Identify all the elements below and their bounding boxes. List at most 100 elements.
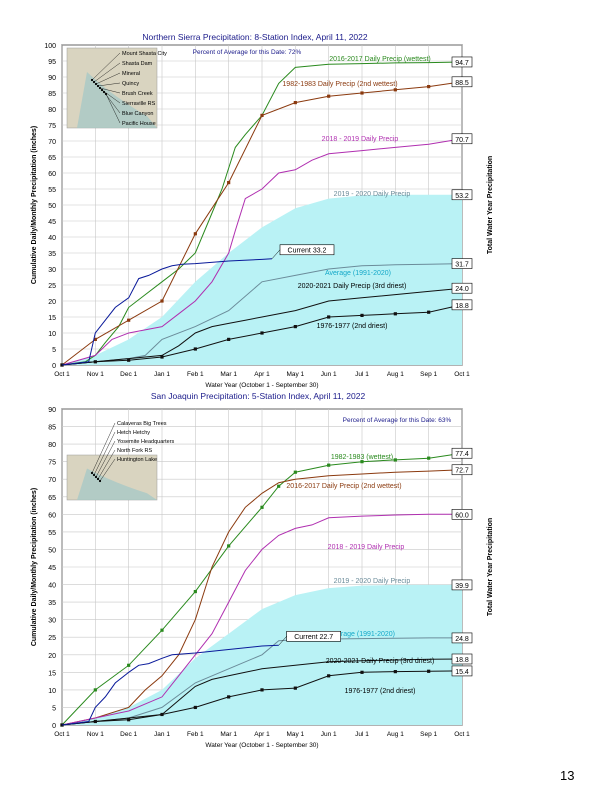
series-line bbox=[61, 658, 463, 726]
total-box bbox=[451, 299, 473, 311]
total-value: 18.8 bbox=[455, 303, 469, 310]
series-point bbox=[227, 695, 231, 699]
y-tick-label: 10 bbox=[48, 688, 56, 695]
station-marker bbox=[94, 82, 98, 86]
x-tick-label: Mar 1 bbox=[220, 731, 237, 738]
station-pointer bbox=[93, 62, 121, 83]
y-tick-label: 5 bbox=[52, 705, 56, 712]
series-point bbox=[127, 358, 131, 362]
station-label: North Fork RS bbox=[117, 448, 152, 454]
current-label: Current 33.2 bbox=[288, 247, 327, 254]
x-tick-label: Feb 1 bbox=[187, 731, 204, 738]
series-point bbox=[193, 705, 197, 710]
y-tick-label: 5 bbox=[52, 347, 56, 354]
series-label: 2020-2021 Daily Precip (3rd driest) bbox=[326, 658, 435, 665]
station-marker bbox=[92, 473, 96, 477]
x-tick-label: Jun 1 bbox=[321, 731, 337, 738]
y-tick-label: 65 bbox=[48, 495, 56, 502]
x-tick-label: Oct 1 bbox=[54, 731, 70, 738]
x-tick-label: Oct 1 bbox=[54, 371, 70, 378]
series-point bbox=[160, 355, 164, 359]
total-box bbox=[451, 133, 473, 145]
series-point bbox=[427, 669, 431, 673]
y-tick-label: 25 bbox=[48, 283, 56, 290]
series-point bbox=[260, 331, 264, 335]
y-tick-label: 85 bbox=[48, 425, 56, 432]
total-box bbox=[451, 665, 473, 677]
x-tick-label: Aug 1 bbox=[387, 371, 404, 378]
san-joaquin-chart: 0 5 10 15 20 25 30 35 40 45 50 55 60 65 70 75 80 85 90 Oct … bbox=[31, 391, 494, 749]
station-marker bbox=[96, 477, 100, 481]
x-tick-label: Aug 1 bbox=[387, 731, 404, 738]
station-label: Brush Creek bbox=[122, 91, 153, 97]
y-tick-label: 45 bbox=[48, 219, 56, 226]
y-tick-label: 40 bbox=[48, 235, 56, 242]
series-point bbox=[93, 360, 97, 364]
station-label: Shasta Dam bbox=[122, 61, 153, 67]
x-tick-label: Dec 1 bbox=[120, 731, 137, 738]
y-tick-label: 75 bbox=[48, 460, 56, 467]
chart-title: Northern Sierra Precipitation: 8-Station… bbox=[142, 32, 367, 42]
y-tick-label: 20 bbox=[48, 299, 56, 306]
station-pointer bbox=[97, 82, 121, 87]
series-point bbox=[93, 719, 97, 724]
y-axis-label: Cumulative Daily/Monthly Precipitation (… bbox=[31, 488, 38, 646]
total-box bbox=[451, 509, 473, 520]
series-point bbox=[427, 456, 431, 460]
current-pointer bbox=[271, 249, 281, 259]
y-tick-label: 60 bbox=[48, 171, 56, 178]
series-point bbox=[93, 688, 97, 692]
series-line bbox=[61, 258, 273, 366]
x-tick-label: May 1 bbox=[286, 731, 304, 738]
y-tick-label: 75 bbox=[48, 123, 56, 130]
series-label: 1976-1977 (2nd driest) bbox=[345, 688, 416, 695]
y-tick-label: 70 bbox=[48, 477, 56, 484]
series-point bbox=[427, 310, 431, 314]
series-point bbox=[227, 181, 231, 185]
station-label: Yosemite Headquarters bbox=[117, 439, 175, 445]
station-pointer bbox=[95, 72, 121, 85]
total-value: 94.7 bbox=[455, 60, 469, 67]
x-tick-label: Oct 1 bbox=[454, 371, 470, 378]
y-tick-label: 60 bbox=[48, 512, 56, 519]
station-marker bbox=[100, 88, 104, 92]
average-area bbox=[62, 194, 462, 365]
station-marker bbox=[90, 78, 94, 82]
y-tick-label: 70 bbox=[48, 139, 56, 146]
x-tick-label: Dec 1 bbox=[120, 371, 137, 378]
series-point bbox=[327, 94, 331, 98]
chart-title: San Joaquin Precipitation: 5-Station Ind… bbox=[151, 391, 366, 401]
y-tick-label: 25 bbox=[48, 635, 56, 642]
x-tick-label: Sep 1 bbox=[420, 371, 437, 378]
series-point bbox=[260, 688, 264, 692]
right-axis-label: Total Water Year Precipitation bbox=[487, 156, 494, 254]
y-tick-label: 50 bbox=[48, 547, 56, 554]
series-point bbox=[93, 337, 97, 341]
total-value: 88.5 bbox=[455, 80, 469, 87]
station-label: Mount Shasta City bbox=[122, 51, 167, 57]
series-line bbox=[61, 637, 462, 726]
series-point bbox=[127, 663, 131, 667]
x-tick-label: Feb 1 bbox=[187, 371, 204, 378]
series-point bbox=[193, 347, 197, 351]
total-value: 72.7 bbox=[455, 468, 469, 475]
series-label: Average (1991-2020) bbox=[329, 631, 395, 638]
station-pointer bbox=[97, 449, 116, 480]
series-point bbox=[127, 718, 131, 722]
station-label: Calaveras Big Trees bbox=[117, 421, 167, 427]
y-tick-label: 15 bbox=[48, 670, 56, 677]
series-point bbox=[393, 458, 397, 462]
series-point bbox=[360, 460, 364, 464]
y-tick-label: 30 bbox=[48, 618, 56, 625]
x-tick-label: Jul 1 bbox=[355, 731, 369, 738]
total-box bbox=[451, 447, 473, 459]
y-tick-label: 30 bbox=[48, 267, 56, 274]
series-point bbox=[127, 318, 131, 322]
total-box bbox=[451, 579, 473, 591]
series-label: 1982-1983 Daily Precip (2nd wettest) bbox=[282, 81, 397, 88]
station-pointer bbox=[91, 52, 121, 81]
series-line bbox=[61, 287, 463, 366]
series-point bbox=[260, 505, 264, 509]
total-box bbox=[451, 189, 473, 201]
y-tick-label: 50 bbox=[48, 203, 56, 210]
